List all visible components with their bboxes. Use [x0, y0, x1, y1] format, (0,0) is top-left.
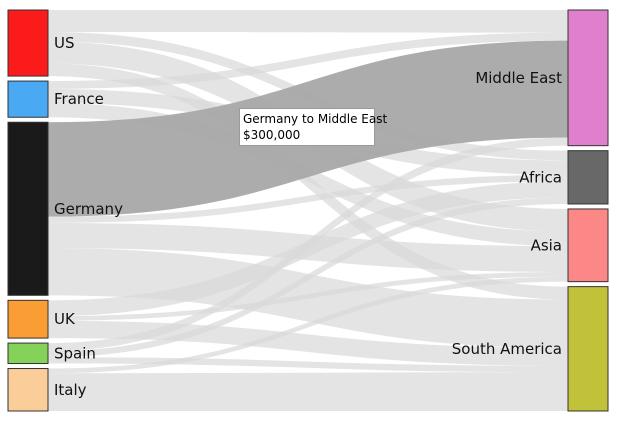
link-spain-to-africa[interactable] [48, 197, 568, 358]
link-spain-to-middle-east[interactable] [48, 137, 568, 351]
node-label-us: US [54, 34, 75, 52]
node-label-middle-east: Middle East [475, 69, 562, 87]
node-label-france: France [54, 90, 104, 108]
node-france[interactable] [7, 80, 49, 118]
link-uk-to-asia[interactable] [48, 271, 568, 321]
node-spain[interactable] [7, 342, 49, 365]
node-south-america[interactable] [567, 286, 609, 412]
tooltip-title: Germany to Middle East [243, 112, 388, 126]
link-tooltip: Germany to Middle East $300,000 [239, 108, 388, 146]
link-uk-to-south-america[interactable] [48, 320, 568, 366]
node-asia[interactable] [567, 208, 609, 283]
node-italy[interactable] [7, 368, 49, 412]
link-germany-to-africa[interactable] [48, 174, 568, 223]
link-uk-to-africa[interactable] [48, 181, 568, 317]
node-africa[interactable] [567, 150, 609, 205]
link-us-to-middle-east[interactable] [48, 10, 568, 33]
node-label-africa: Africa [519, 168, 562, 186]
node-label-spain: Spain [54, 344, 96, 362]
node-uk[interactable] [7, 299, 49, 339]
node-label-germany: Germany [54, 200, 123, 218]
node-germany[interactable] [7, 121, 49, 296]
source-nodes: US France Germany UK Spain Italy [7, 9, 123, 412]
node-label-south-america: South America [452, 340, 562, 358]
link-france-to-middle-east[interactable] [48, 32, 568, 89]
node-us[interactable] [7, 9, 49, 77]
target-nodes: Middle East Africa Asia South America [452, 9, 609, 412]
node-label-italy: Italy [54, 381, 87, 399]
node-label-uk: UK [54, 310, 76, 328]
tooltip-value: $300,000 [243, 128, 301, 142]
node-label-asia: Asia [531, 236, 562, 254]
node-middle-east[interactable] [567, 9, 609, 147]
link-italy-to-asia[interactable] [48, 276, 568, 374]
link-italy-to-south-america[interactable] [48, 372, 568, 411]
